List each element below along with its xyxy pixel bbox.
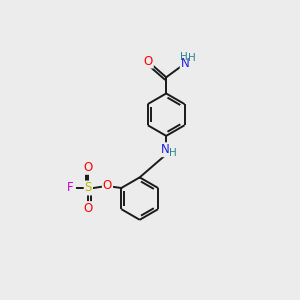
Text: O: O xyxy=(84,161,93,174)
Text: N: N xyxy=(161,143,170,156)
Text: H: H xyxy=(169,148,176,158)
Text: S: S xyxy=(85,182,92,194)
Text: O: O xyxy=(103,179,112,192)
Text: O: O xyxy=(84,202,93,215)
Text: F: F xyxy=(67,182,74,194)
Text: O: O xyxy=(144,55,153,68)
Text: H: H xyxy=(188,53,195,63)
Text: N: N xyxy=(181,57,189,70)
Text: H: H xyxy=(180,52,188,62)
